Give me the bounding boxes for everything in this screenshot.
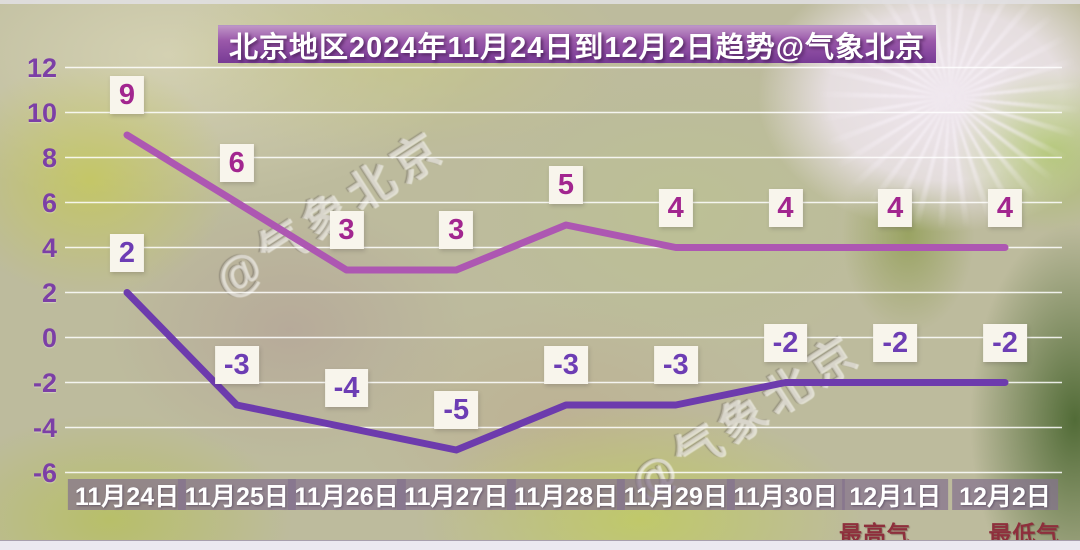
max-temp-value-label: 6 [219, 143, 254, 182]
x-axis-date-label: 11月28日 [506, 479, 626, 511]
x-axis-date-label: 11月25日 [177, 479, 296, 511]
min-temp-value-label: -3 [653, 346, 698, 384]
photo-bottom-edge [0, 540, 1080, 550]
max-temp-value-label: 9 [109, 76, 145, 114]
min-temp-value-label: -2 [763, 323, 808, 362]
min-temp-value-label: 2 [109, 233, 145, 272]
min-temp-line [123, 289, 1009, 454]
max-temp-value-label: 5 [548, 166, 584, 204]
max-temp-value-label: 4 [987, 188, 1023, 227]
chart-title-banner: 北京地区2024年11月24日到12月2日趋势@气象北京 [218, 25, 936, 64]
min-temp-value-label: -5 [434, 391, 479, 429]
x-axis-date-label: 11月27日 [397, 479, 516, 511]
x-axis-date-label: 12月2日 [952, 479, 1058, 511]
x-axis-date-label: 11月30日 [726, 479, 845, 511]
min-temp-value-label: -3 [544, 346, 588, 384]
min-temp-value-label: -2 [873, 323, 918, 362]
min-temp-value-label: -3 [214, 346, 259, 384]
max-temp-value-label: 4 [658, 188, 693, 227]
x-axis-date-label: 11月29日 [616, 479, 735, 511]
max-temp-value-label: 3 [329, 211, 364, 249]
max-temp-value-label: 3 [439, 211, 474, 249]
min-temp-value-label: -2 [983, 323, 1027, 362]
max-temp-value-label: 4 [768, 188, 803, 227]
max-temp-line [123, 131, 1009, 274]
x-axis-date-label: 11月24日 [67, 479, 187, 511]
x-axis-date-label: 12月1日 [842, 479, 949, 511]
chart-title: 北京地区2024年11月24日到12月2日趋势@气象北京 [228, 31, 926, 64]
x-axis-date-label: 11月26日 [287, 479, 406, 511]
min-temp-value-label: -4 [324, 368, 369, 407]
max-temp-value-label: 4 [878, 188, 913, 227]
photo-top-edge [0, 0, 1080, 4]
